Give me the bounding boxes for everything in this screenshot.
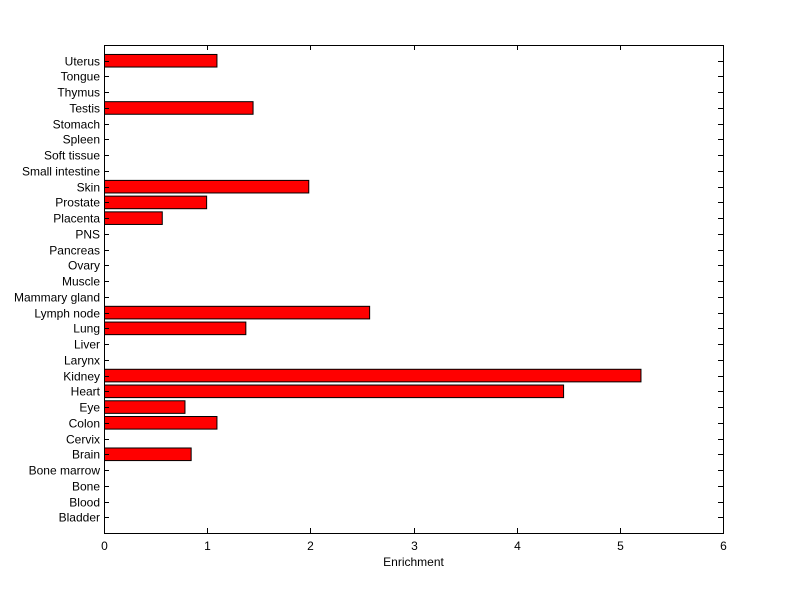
y-tick-label-colon: Colon <box>69 417 100 431</box>
y-tick-label-uterus: Uterus <box>65 55 100 69</box>
x-tick-label: 1 <box>204 539 211 553</box>
bar-uterus <box>104 53 218 68</box>
bar-skin <box>104 179 310 194</box>
y-tick-label-blood: Blood <box>69 496 100 510</box>
y-tick-label-prostate: Prostate <box>55 196 100 210</box>
x-tick-label: 2 <box>307 539 314 553</box>
bars-layer <box>104 53 642 462</box>
y-tick-label-tongue: Tongue <box>61 70 101 84</box>
y-tick-label-bone: Bone <box>72 480 100 494</box>
bar-lymph-node <box>104 305 371 320</box>
bar-lung <box>104 321 247 336</box>
y-tick-label-larynx: Larynx <box>64 354 100 368</box>
x-axis: 0 1 2 3 4 5 6 <box>101 45 727 553</box>
y-tick-label-liver: Liver <box>74 338 100 352</box>
y-tick-label-brain: Brain <box>72 448 100 462</box>
y-tick-label-heart: Heart <box>71 385 101 399</box>
bar-eye <box>104 400 186 414</box>
bar-prostate <box>104 195 208 210</box>
y-tick-label-bone-marrow: Bone marrow <box>29 464 101 478</box>
bar-kidney <box>104 368 642 383</box>
y-tick-label-soft-tissue: Soft tissue <box>44 149 100 163</box>
y-tick-label-placenta: Placenta <box>53 212 100 226</box>
x-axis-title: Enrichment <box>383 555 444 569</box>
bar-heart <box>104 384 565 399</box>
bar-testis <box>104 101 254 115</box>
bar-brain <box>104 447 192 462</box>
x-tick-label: 0 <box>101 539 108 553</box>
y-tick-label-thymus: Thymus <box>57 86 100 100</box>
y-tick-label-kidney: Kidney <box>63 370 100 384</box>
y-tick-label-lymph-node: Lymph node <box>34 307 100 321</box>
y-tick-label-cervix: Cervix <box>66 433 100 447</box>
bar-placenta <box>104 211 163 225</box>
y-tick-label-mammary-gland: Mammary gland <box>14 291 100 305</box>
y-tick-label-pns: PNS <box>75 228 100 242</box>
x-tick-label: 3 <box>411 539 418 553</box>
y-tick-label-ovary: Ovary <box>68 259 100 273</box>
y-tick-label-small-intestine: Small intestine <box>22 165 100 179</box>
y-tick-label-skin: Skin <box>77 181 100 195</box>
plot-area-frame <box>104 45 724 534</box>
y-tick-label-muscle: Muscle <box>62 275 100 289</box>
y-tick-label-pancreas: Pancreas <box>49 244 100 258</box>
x-tick-label: 6 <box>720 539 727 553</box>
y-tick-label-stomach: Stomach <box>53 118 100 132</box>
bar-colon <box>104 416 218 430</box>
y-tick-label-testis: Testis <box>69 102 100 116</box>
y-tick-label-lung: Lung <box>73 322 100 336</box>
y-tick-label-spleen: Spleen <box>63 133 100 147</box>
x-tick-label: 4 <box>514 539 521 553</box>
y-tick-label-bladder: Bladder <box>59 511 100 525</box>
x-tick-label: 5 <box>617 539 624 553</box>
y-tick-label-eye: Eye <box>79 401 100 415</box>
